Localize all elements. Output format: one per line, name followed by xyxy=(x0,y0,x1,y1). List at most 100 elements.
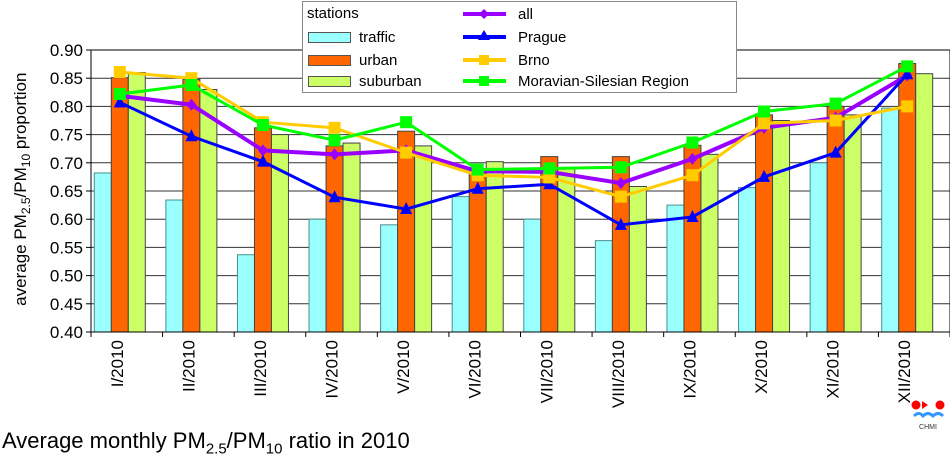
point-all xyxy=(615,177,626,190)
bar-traffic xyxy=(809,162,828,333)
point-all xyxy=(329,148,340,161)
line-brno xyxy=(119,70,908,199)
bar-traffic xyxy=(165,199,184,333)
legend: stations traffic urban suburban all Prag… xyxy=(302,1,737,93)
legend-item-suburban: suburban xyxy=(308,72,422,90)
y-tick-label: 0.65 xyxy=(50,182,83,201)
point-brno xyxy=(758,117,771,130)
bar-traffic xyxy=(523,218,542,333)
point-prague xyxy=(829,145,842,158)
x-tick-label: II/2010 xyxy=(179,340,198,392)
point-prague xyxy=(686,209,699,222)
point-prague xyxy=(901,67,914,80)
y-tick-label: 0.85 xyxy=(50,69,83,88)
point-moravian-silesian-region xyxy=(328,134,341,147)
y-axis-label: average PM2.5/PM10 proportion xyxy=(10,72,34,306)
x-tick-label: VI/2010 xyxy=(466,340,485,399)
legend-line-prague xyxy=(463,30,506,40)
legend-item-prague: Prague xyxy=(463,28,566,46)
point-all xyxy=(257,144,268,157)
point-moravian-silesian-region xyxy=(901,60,914,73)
bar-urban xyxy=(826,105,845,333)
bar-urban xyxy=(325,145,344,333)
y-tick-label: 0.90 xyxy=(50,41,83,60)
point-brno xyxy=(400,146,413,159)
chmi-logo-icon: CHMI xyxy=(911,400,945,431)
bar-urban xyxy=(110,77,129,333)
legend-swatch-urban xyxy=(308,54,351,66)
legend-item-moravian-silesian: Moravian-Silesian Region xyxy=(463,72,689,90)
y-tick-label: 0.70 xyxy=(50,154,83,173)
bar-suburban xyxy=(270,134,289,333)
bar-suburban xyxy=(700,153,719,333)
legend-line-all xyxy=(463,9,506,19)
x-tick-label: III/2010 xyxy=(251,340,270,397)
bar-suburban xyxy=(342,142,361,333)
bar-traffic xyxy=(308,218,327,333)
y-tick-label: 0.80 xyxy=(50,97,83,116)
point-brno xyxy=(901,100,914,113)
bar-traffic xyxy=(738,187,757,333)
x-tick-labels: I/2010 II/2010 III/2010 IV/2010 V/2010 VI/201… xyxy=(90,332,950,408)
y-tick-label: 0.75 xyxy=(50,126,83,145)
bar-suburban xyxy=(199,88,218,333)
x-tick-label: XI/2010 xyxy=(824,340,843,399)
x-tick-label: XII/2010 xyxy=(895,340,914,403)
legend-item-brno: Brno xyxy=(463,51,550,69)
point-moravian-silesian-region xyxy=(400,116,413,129)
point-prague xyxy=(614,217,627,230)
legend-swatch-traffic xyxy=(308,31,351,43)
point-brno xyxy=(113,65,126,78)
line-all xyxy=(119,73,909,186)
point-moravian-silesian-region xyxy=(543,162,556,175)
point-prague xyxy=(185,129,198,142)
x-tick-label: V/2010 xyxy=(394,340,413,394)
y-tick-label: 0.40 xyxy=(50,323,83,342)
point-moravian-silesian-region xyxy=(686,136,699,149)
point-prague xyxy=(113,95,126,108)
point-moravian-silesian-region xyxy=(471,163,484,176)
legend-item-traffic: traffic xyxy=(308,28,395,46)
x-tick-label: I/2010 xyxy=(108,340,127,387)
bar-suburban xyxy=(628,185,647,333)
y-tick-label: 0.50 xyxy=(50,267,83,286)
point-brno xyxy=(543,171,556,184)
point-all xyxy=(186,98,197,111)
y-tick-label: 0.45 xyxy=(50,295,83,314)
point-moravian-silesian-region xyxy=(185,78,198,91)
line-prague xyxy=(119,73,909,227)
diamond-marker-icon xyxy=(479,9,489,19)
bar-suburban xyxy=(772,120,791,333)
square-marker-icon xyxy=(479,55,489,65)
svg-text:CHMI: CHMI xyxy=(919,424,937,431)
point-moravian-silesian-region xyxy=(113,87,126,100)
point-moravian-silesian-region xyxy=(829,97,842,110)
lines xyxy=(113,60,914,230)
y-tick-labels: 0.40 0.45 0.50 0.55 0.60 0.65 0.70 0.75 0.80 0.85… xyxy=(50,41,83,342)
point-brno xyxy=(829,114,842,127)
bars xyxy=(93,63,934,333)
bar-traffic xyxy=(380,224,399,333)
bar-traffic xyxy=(594,240,613,333)
x-tick-label: IX/2010 xyxy=(680,340,699,399)
point-prague xyxy=(758,169,771,182)
legend-swatch-suburban xyxy=(308,75,351,87)
point-moravian-silesian-region xyxy=(256,119,269,132)
point-prague xyxy=(256,154,269,167)
legend-title: stations xyxy=(307,5,359,22)
bar-urban xyxy=(755,114,774,333)
y-tick-label: 0.55 xyxy=(50,238,83,257)
bar-urban xyxy=(182,78,201,333)
triangle-marker-icon xyxy=(478,30,490,40)
bar-traffic xyxy=(881,107,900,333)
bar-urban xyxy=(397,130,416,333)
line-moravian-silesian-region xyxy=(119,65,908,172)
point-prague xyxy=(328,190,341,203)
point-brno xyxy=(328,121,341,134)
y-tick-label: 0.60 xyxy=(50,210,83,229)
bar-traffic xyxy=(666,204,685,333)
point-brno xyxy=(614,190,627,203)
point-prague xyxy=(400,202,413,215)
legend-item-urban: urban xyxy=(308,51,397,69)
